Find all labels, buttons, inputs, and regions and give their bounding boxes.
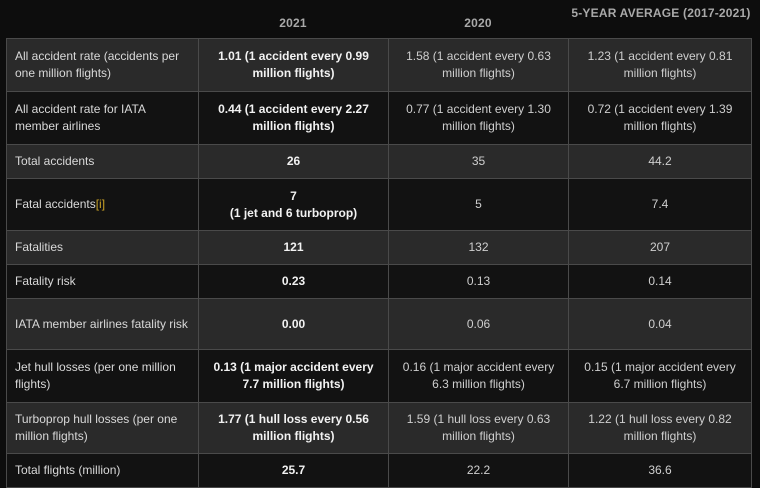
row-label: Total accidents — [6, 144, 199, 179]
cell-average: 0.04 — [568, 298, 752, 350]
cell-2020: 22.2 — [388, 453, 569, 488]
cell-2020: 35 — [388, 144, 569, 179]
row-label: Fatality risk — [6, 264, 199, 299]
cell-2021-value: 7 — [290, 188, 297, 203]
cell-2021: 26 — [198, 144, 389, 179]
table-row: IATA member airlines fatality risk 0.00 … — [6, 298, 752, 350]
cell-2020: 1.59 (1 hull loss every 0.63 million fli… — [388, 402, 569, 454]
cell-2020: 1.58 (1 accident every 0.63 million flig… — [388, 38, 569, 92]
cell-average: 0.14 — [568, 264, 752, 299]
column-header-5-year-average: 5-YEAR AVERAGE (2017-2021) — [571, 6, 751, 20]
row-label: Fatalities — [6, 230, 199, 265]
table-row: All accident rate (accidents per one mil… — [6, 38, 752, 92]
table-row: Fatalities 121 132 207 — [6, 230, 752, 265]
cell-2021: 25.7 — [198, 453, 389, 488]
cell-average: 1.23 (1 accident every 0.81 million flig… — [568, 38, 752, 92]
row-label: Fatal accidents[i] — [6, 178, 199, 231]
cell-2021: 0.13 (1 major accident every 7.7 million… — [198, 349, 389, 403]
table-row: Total flights (million) 25.7 22.2 36.6 — [6, 453, 752, 488]
cell-average: 1.22 (1 hull loss every 0.82 million fli… — [568, 402, 752, 454]
cell-average: 207 — [568, 230, 752, 265]
cell-2021: 0.23 — [198, 264, 389, 299]
cell-2020: 0.13 — [388, 264, 569, 299]
cell-2021: 1.77 (1 hull loss every 0.56 million fli… — [198, 402, 389, 454]
cell-2020: 132 — [388, 230, 569, 265]
column-header-2021: 2021 — [279, 16, 307, 30]
cell-2021: 0.00 — [198, 298, 389, 350]
cell-2021-detail: (1 jet and 6 turboprop) — [229, 205, 358, 220]
row-label: IATA member airlines fatality risk — [6, 298, 199, 350]
table-row: All accident rate for IATA member airlin… — [6, 91, 752, 145]
row-label: Turboprop hull losses (per one million f… — [6, 402, 199, 454]
table-row: Fatal accidents[i] 7 (1 jet and 6 turbopr… — [6, 178, 752, 231]
cell-average: 7.4 — [568, 178, 752, 231]
row-label: Jet hull losses (per one million flights… — [6, 349, 199, 403]
cell-2020: 0.06 — [388, 298, 569, 350]
row-label: Total flights (million) — [6, 453, 199, 488]
table-header: 2021 2020 5-YEAR AVERAGE (2017-2021) — [0, 0, 760, 38]
column-header-2020: 2020 — [464, 16, 492, 30]
row-label-text: Fatal accidents — [15, 197, 96, 211]
table-row: Jet hull losses (per one million flights… — [6, 349, 752, 403]
cell-2020: 5 — [388, 178, 569, 231]
cell-average: 44.2 — [568, 144, 752, 179]
cell-2021: 121 — [198, 230, 389, 265]
table-row: Turboprop hull losses (per one million f… — [6, 402, 752, 454]
row-label: All accident rate (accidents per one mil… — [6, 38, 199, 92]
cell-2021: 1.01 (1 accident every 0.99 million flig… — [198, 38, 389, 92]
table-row: Fatality risk 0.23 0.13 0.14 — [6, 264, 752, 299]
cell-average: 36.6 — [568, 453, 752, 488]
cell-2020: 0.16 (1 major accident every 6.3 million… — [388, 349, 569, 403]
cell-2021: 7 (1 jet and 6 turboprop) — [198, 178, 389, 231]
footnote-link[interactable]: [i] — [95, 197, 106, 211]
cell-average: 0.15 (1 major accident every 6.7 million… — [568, 349, 752, 403]
safety-stats-table: All accident rate (accidents per one mil… — [6, 38, 752, 488]
cell-average: 0.72 (1 accident every 1.39 million flig… — [568, 91, 752, 145]
cell-2020: 0.77 (1 accident every 1.30 million flig… — [388, 91, 569, 145]
table-row: Total accidents 26 35 44.2 — [6, 144, 752, 179]
row-label: All accident rate for IATA member airlin… — [6, 91, 199, 145]
cell-2021: 0.44 (1 accident every 2.27 million flig… — [198, 91, 389, 145]
